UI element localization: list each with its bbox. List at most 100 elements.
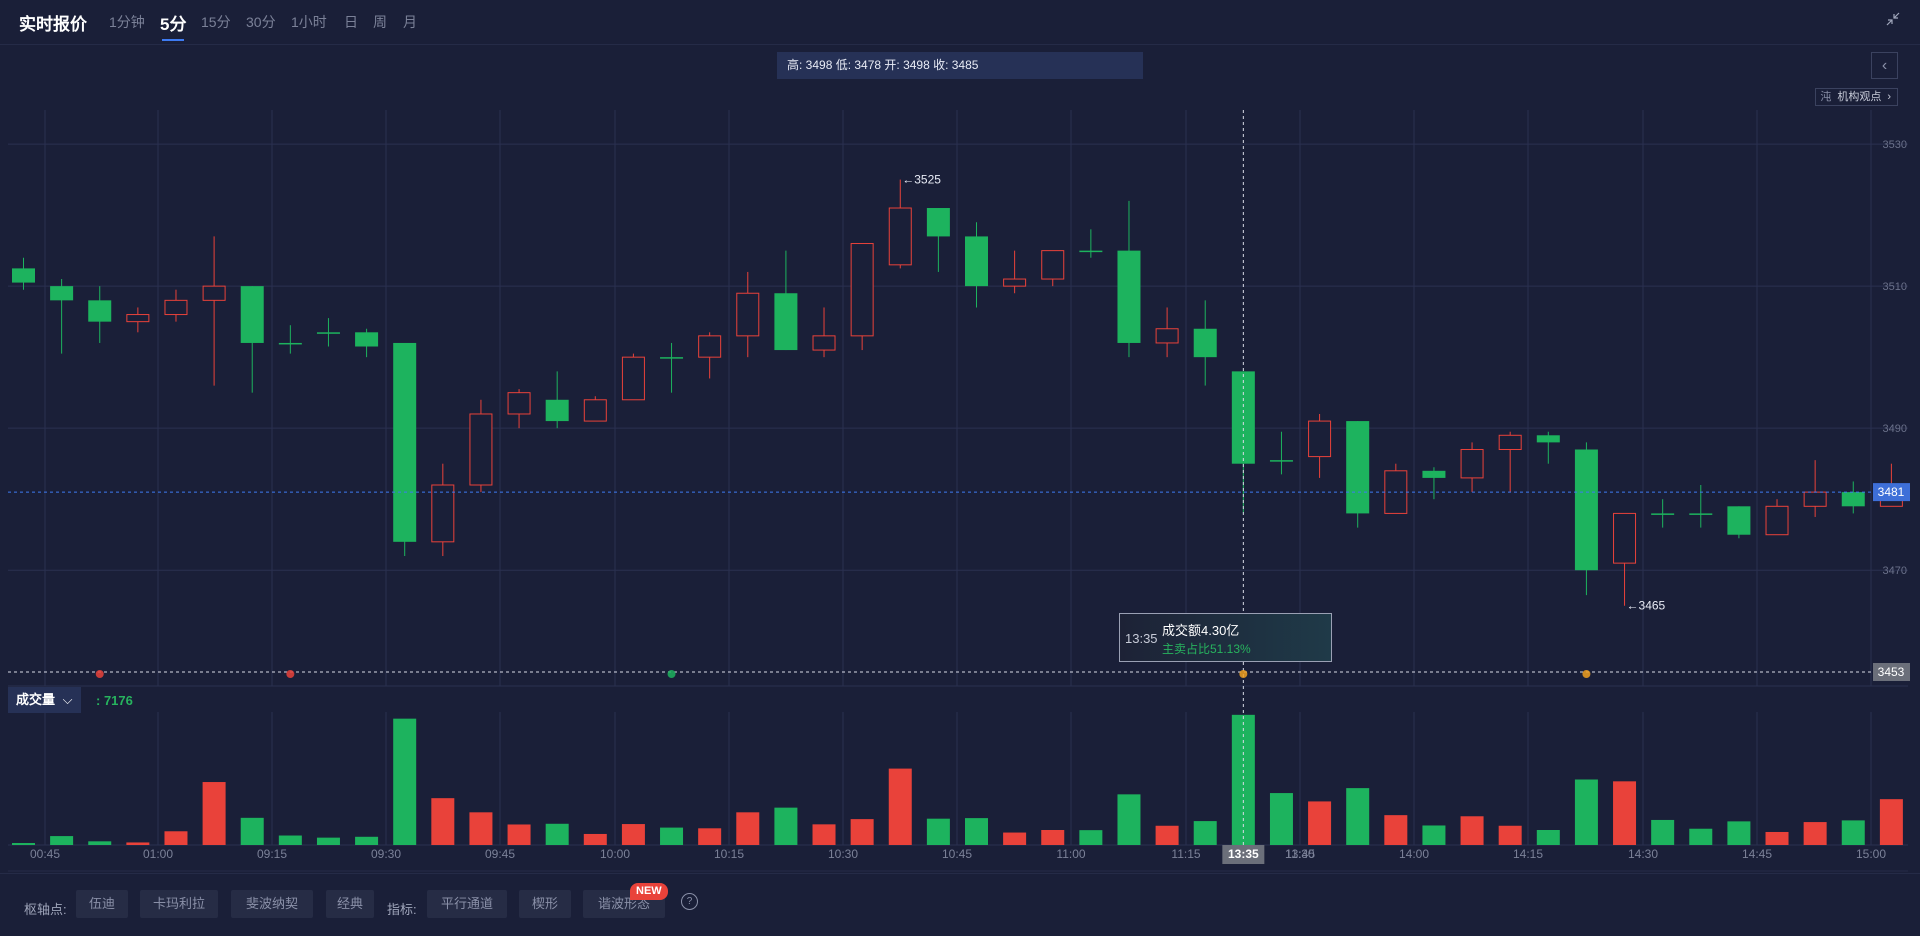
x-axis-labels: 00:45 01:00 09:15 09:30 09:45 10:00 10:15 10:30… xyxy=(30,847,1886,861)
volume-series xyxy=(12,714,1903,845)
x-tick-label: 09:30 xyxy=(371,847,401,861)
candle xyxy=(660,342,684,393)
candle-body xyxy=(850,243,874,337)
y-axis-labels: 3530 3510 3490 3470 xyxy=(1883,139,1907,577)
candle xyxy=(1498,431,1522,493)
candle-body xyxy=(1117,250,1141,343)
top-toolbar: 实时报价 1分钟 5分 15分 30分 1小时 日 周 月 xyxy=(0,0,1920,45)
candle-body xyxy=(736,292,760,337)
tab-month[interactable]: 月 xyxy=(403,14,417,30)
candle-body xyxy=(507,392,531,415)
candle-body xyxy=(393,342,417,542)
volume-bar xyxy=(164,831,188,845)
candle-body xyxy=(316,332,340,334)
volume-bar xyxy=(1651,819,1675,845)
candle-body xyxy=(1193,328,1217,358)
volume-bar xyxy=(812,824,836,845)
volume-bar xyxy=(507,824,531,845)
candle xyxy=(1574,442,1598,596)
tab-30min[interactable]: 30分 xyxy=(246,14,276,30)
tab-1min[interactable]: 1分钟 xyxy=(109,14,145,30)
pivot-fibonacci-button[interactable]: 斐波纳契 xyxy=(231,890,313,918)
event-marker xyxy=(1582,670,1591,678)
pivot-label: 枢轴点: xyxy=(24,902,67,917)
candle xyxy=(1003,250,1027,294)
candle xyxy=(431,463,455,557)
x-tick-label: 10:30 xyxy=(828,847,858,861)
candle xyxy=(355,328,379,358)
volume-bar xyxy=(1727,821,1751,845)
candle xyxy=(1536,431,1560,464)
x-tick-label: 14:45 xyxy=(1742,847,1772,861)
y-tick-label: 3510 xyxy=(1883,281,1907,293)
volume-bar xyxy=(126,842,150,845)
candle-body xyxy=(1536,435,1560,443)
y-tick-label: 3470 xyxy=(1883,565,1907,577)
institution-opinion-button[interactable]: 沌 机构观点 › xyxy=(1815,88,1898,106)
volume-bar xyxy=(1384,815,1408,845)
volume-bar xyxy=(926,818,950,845)
candle xyxy=(278,325,302,354)
current-price-badge xyxy=(1873,483,1910,502)
candle-body xyxy=(1651,513,1675,515)
chevron-right-icon: › xyxy=(1887,91,1891,103)
x-tick-label: 09:45 xyxy=(485,847,515,861)
volume-bar xyxy=(1536,830,1560,845)
volume-bar xyxy=(88,841,112,845)
pivot-classic-button[interactable]: 经典 xyxy=(326,890,374,918)
candle-body xyxy=(202,285,226,301)
volume-bar xyxy=(1613,781,1637,845)
candle xyxy=(126,307,150,333)
x-tick-label: 11:30 xyxy=(1285,847,1314,861)
candle xyxy=(1460,442,1484,493)
tab-week[interactable]: 周 xyxy=(373,14,387,30)
volume-bar xyxy=(1155,825,1179,845)
candle-body xyxy=(1003,278,1027,287)
volume-bar xyxy=(1003,832,1027,845)
pivot-camarilla-button[interactable]: 卡玛利拉 xyxy=(140,890,218,918)
candle-body xyxy=(1498,434,1522,450)
candle-body xyxy=(164,299,188,316)
volume-bar xyxy=(1574,779,1598,845)
candle xyxy=(88,286,112,343)
volume-bar xyxy=(1803,822,1827,845)
pivot-woodie-button[interactable]: 伍迪 xyxy=(76,890,128,918)
candle xyxy=(1041,250,1065,287)
candle xyxy=(240,286,264,393)
chevron-left-icon[interactable]: ‹ xyxy=(1871,52,1898,79)
ohlc-summary: 高: 3498 低: 3478 开: 3498 收: 3485 xyxy=(777,52,1143,79)
volume-bar xyxy=(1460,816,1484,845)
tab-1hour[interactable]: 1小时 xyxy=(291,14,327,30)
x-tick-label: 14:30 xyxy=(1628,847,1658,861)
candle-body xyxy=(1155,328,1179,344)
volume-bar xyxy=(850,819,874,845)
volume-bar xyxy=(1765,831,1789,845)
volume-label: 成交量 xyxy=(16,692,56,707)
collapse-icon[interactable] xyxy=(1884,12,1902,30)
candle xyxy=(469,399,493,493)
price-chart[interactable]: 3530 3510 3490 3470 00:45 01:00 09:15 09:30 09:… xyxy=(0,0,1920,873)
candle-body xyxy=(1727,506,1751,535)
volume-bar xyxy=(278,835,302,845)
candle-body xyxy=(1041,250,1065,280)
volume-bar xyxy=(736,812,760,845)
volume-bar xyxy=(1308,801,1332,845)
help-icon[interactable]: ? xyxy=(681,893,698,910)
candle xyxy=(1117,200,1141,358)
wedge-button[interactable]: 楔形 xyxy=(519,890,571,918)
x-tick-label: 01:00 xyxy=(143,847,173,861)
parallel-channel-button[interactable]: 平行通道 xyxy=(427,890,507,918)
candle-body xyxy=(1422,470,1446,478)
candle-body xyxy=(431,484,455,543)
volume-selector[interactable]: 成交量 ⌵ xyxy=(8,687,81,713)
tab-5min[interactable]: 5分 xyxy=(160,10,186,41)
candle xyxy=(164,289,188,322)
current-price-label: 3481 xyxy=(1878,485,1905,499)
volume-bar xyxy=(774,807,798,845)
volume-bar xyxy=(1689,828,1713,845)
volume-bar xyxy=(1879,799,1903,845)
volume-bar xyxy=(965,818,988,845)
tab-15min[interactable]: 15分 xyxy=(201,14,231,30)
tooltip-ratio: 主卖占比51.13% xyxy=(1162,642,1251,656)
tab-day[interactable]: 日 xyxy=(344,14,358,30)
